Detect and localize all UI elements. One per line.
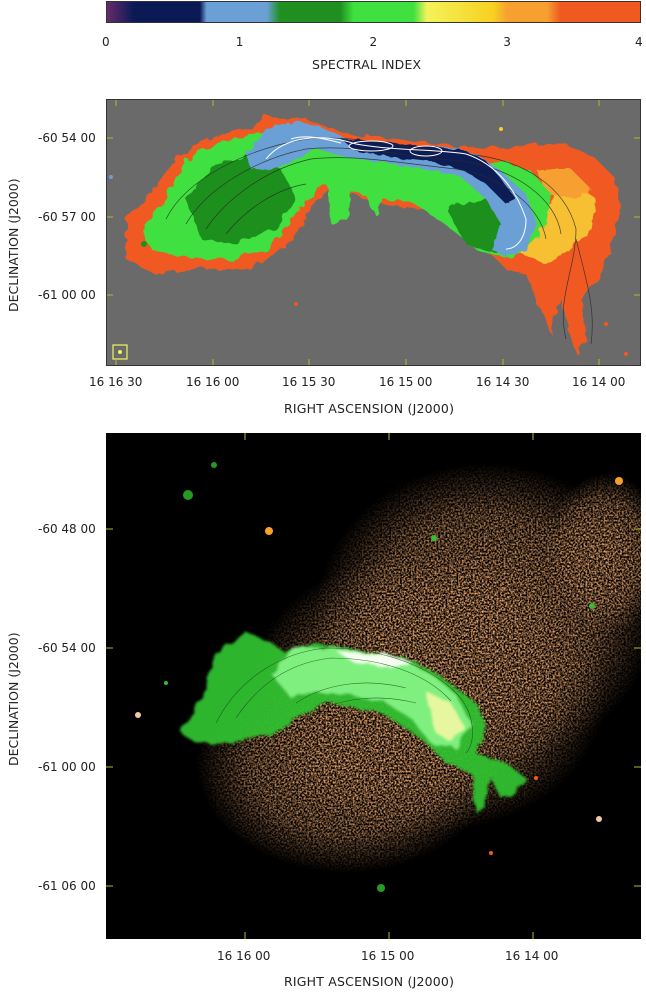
colorbar (106, 0, 641, 24)
bottom-xtick-3: 16 14 00 (505, 949, 559, 963)
top-xtick-1: 16 16 30 (89, 375, 143, 389)
speckles (109, 127, 628, 356)
colorbar-label: SPECTRAL INDEX (312, 57, 422, 72)
bottom-xtick-1: 16 16 00 (217, 949, 271, 963)
top-xtick-4: 16 15 00 (379, 375, 433, 389)
top-ylabel: DECLINATION (J2000) (6, 178, 21, 312)
bottom-ylabel: DECLINATION (J2000) (6, 632, 21, 766)
colorbar-gradient (106, 1, 641, 23)
spectral-index-map (106, 99, 641, 366)
top-xlabel: RIGHT ASCENSION (J2000) (284, 401, 455, 416)
top-ytick-2: -60 57 00 (38, 210, 96, 224)
beam-indicator (112, 344, 128, 360)
bottom-ytick-2: -60 54 00 (38, 641, 96, 655)
radio-contours (215, 647, 473, 754)
white-contours (265, 136, 527, 250)
emission-blue-jet (246, 121, 536, 257)
bottom-xlabel: RIGHT ASCENSION (J2000) (284, 974, 455, 989)
top-xtick-3: 16 15 30 (282, 375, 336, 389)
top-ytick-3: -61 00 00 (38, 288, 96, 302)
colorbar-tick-3: 3 (503, 35, 511, 49)
point-sources (135, 462, 623, 892)
top-xtick-2: 16 16 00 (186, 375, 240, 389)
overlay-image (106, 433, 641, 939)
xray-radio-overlay (106, 433, 641, 939)
bottom-xtick-2: 16 15 00 (361, 949, 415, 963)
top-xtick-6: 16 14 00 (572, 375, 626, 389)
colorbar-tick-2: 2 (369, 35, 378, 49)
colorbar-tick-4: 4 (635, 35, 643, 49)
colorbar-tick-0: 0 (102, 35, 110, 49)
top-xtick-5: 16 14 30 (476, 375, 530, 389)
bottom-ytick-1: -60 48 00 (38, 522, 96, 536)
bottom-inner-ticks (106, 433, 641, 939)
spectral-index-image (106, 99, 641, 366)
bottom-ytick-4: -61 06 00 (38, 879, 96, 893)
bottom-ytick-3: -61 00 00 (38, 760, 96, 774)
top-inner-ticks (106, 99, 641, 366)
colorbar-tick-1: 1 (235, 35, 244, 49)
top-ytick-1: -60 54 00 (38, 131, 96, 145)
